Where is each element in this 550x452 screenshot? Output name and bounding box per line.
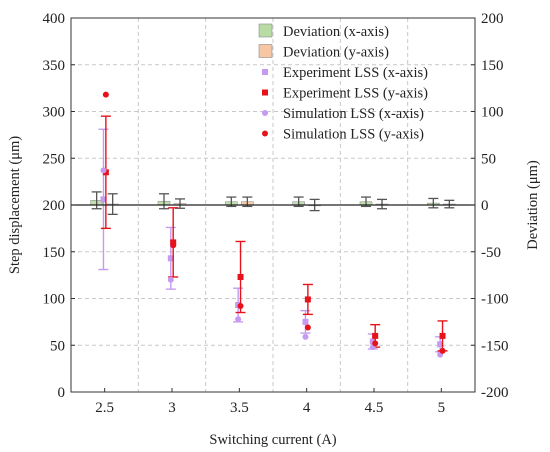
legend-label: Simulation LSS (y-axis) [283,127,424,143]
y2-axis-title: Deviation (μm) [525,160,541,250]
y-tick-label: 200 [43,198,66,214]
y2-tick-label: 100 [481,105,504,121]
square-marker [437,341,444,348]
y-tick-label: 150 [43,245,66,261]
square-marker [102,169,109,176]
circle-marker [170,242,177,249]
y2-tick-label: -50 [481,245,501,261]
circle-marker [302,333,309,340]
square-marker [439,332,446,339]
y2-tick-label: 150 [481,58,504,74]
tick-labels: 050100150200250300350400-200-150-100-500… [43,11,509,416]
legend-label: Simulation LSS (x-axis) [283,106,424,122]
y2-tick-label: 0 [481,198,489,214]
legend-swatch [262,69,268,75]
x-tick-label: 2.5 [95,400,114,416]
x-axis-title: Switching current (A) [209,432,336,448]
y2-tick-label: -150 [481,338,509,354]
legend-swatch [258,44,273,58]
y-tick-label: 300 [43,105,66,121]
y-tick-label: 350 [43,58,66,74]
x-tick-label: 3 [168,400,176,416]
circle-marker [100,167,107,174]
x-tick-label: 4 [303,400,311,416]
deviation-bars [90,191,456,216]
y-tick-label: 250 [43,151,66,167]
legend-label: Experiment LSS (x-axis) [283,65,428,81]
circle-marker [167,276,174,283]
y2-tick-label: -100 [481,292,509,308]
legend-swatch [258,23,273,38]
square-marker [369,338,376,345]
y-tick-label: 50 [50,338,65,354]
circle-marker [304,324,311,331]
axes [70,17,476,393]
legend-label: Deviation (y-axis) [283,45,389,61]
legend-swatch [262,89,268,96]
square-marker [302,318,309,325]
y-axis-title: Step displacement (μm) [7,136,23,274]
y-tick-label: 100 [43,292,66,308]
y2-tick-label: 200 [481,11,504,27]
x-tick-label: 5 [438,400,446,416]
square-marker [304,296,311,303]
circle-marker [237,302,244,309]
legend-label: Deviation (x-axis) [283,24,389,40]
square-marker [100,196,107,203]
circle-marker [439,347,446,354]
x-tick-label: 3.5 [230,400,249,416]
square-marker [237,273,244,280]
circle-marker [102,91,109,98]
legend-label: Experiment LSS (y-axis) [283,86,428,102]
square-marker [167,255,174,262]
data-points [98,91,448,358]
square-marker [372,332,379,339]
circle-marker [372,340,379,347]
circle-marker [235,316,242,323]
x-tick-label: 4.5 [365,400,384,416]
y-tick-label: 400 [43,11,66,27]
legend-swatch [262,110,268,116]
legend: Deviation (x-axis) Deviation (y-axis) Expe… [258,23,428,143]
legend-swatch [262,130,268,137]
y2-tick-label: 50 [481,151,496,167]
y-tick-label: 0 [58,385,66,401]
y2-tick-label: -200 [481,385,509,401]
